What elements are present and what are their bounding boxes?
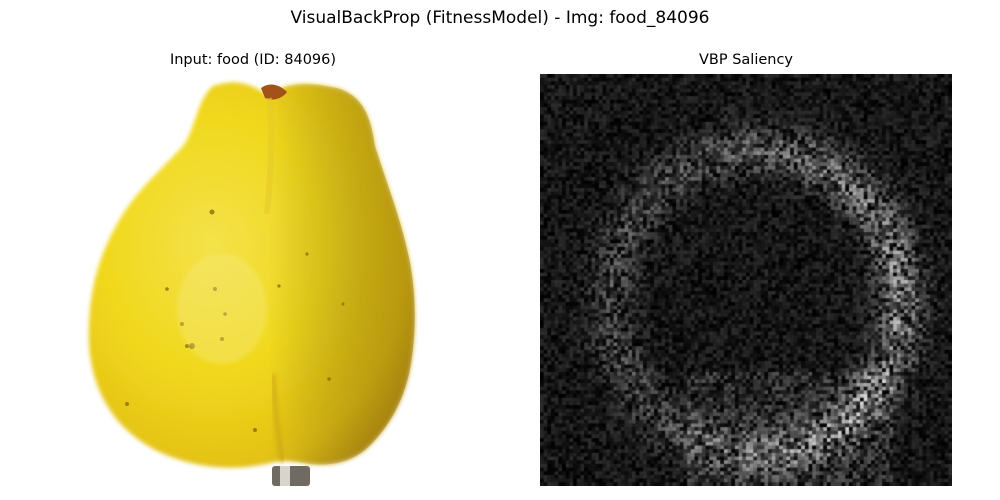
quince-fruit-image [88, 82, 415, 486]
stem-cavity [261, 84, 287, 100]
stem-stub [272, 466, 310, 486]
figure-title: VisualBackProp (FitnessModel) - Img: foo… [290, 8, 710, 28]
input-image-panel [47, 74, 459, 486]
input-panel-title: Input: food (ID: 84096) [169, 52, 337, 68]
saliency-map-panel [540, 74, 952, 486]
saliency-heatmap [540, 74, 952, 486]
saliency-panel-title: VBP Saliency [698, 52, 794, 68]
